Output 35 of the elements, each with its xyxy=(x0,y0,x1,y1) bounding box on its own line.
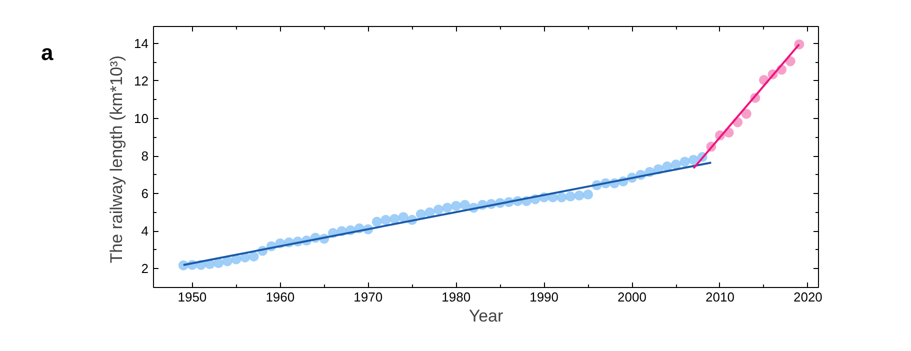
y-tick-label: 2 xyxy=(141,261,149,276)
point xyxy=(556,192,567,202)
point xyxy=(398,212,408,222)
y-tick-label: 6 xyxy=(141,186,149,202)
point xyxy=(442,202,452,213)
x-axis-title: Year xyxy=(468,306,504,326)
y-tick-label: 4 xyxy=(141,224,149,239)
x-tick-label: 1990 xyxy=(530,290,559,304)
point xyxy=(372,216,382,227)
point xyxy=(451,200,462,211)
point xyxy=(380,214,391,225)
point xyxy=(460,200,470,210)
y-tick-label: 8 xyxy=(141,148,149,164)
point xyxy=(741,108,752,119)
point xyxy=(248,252,259,262)
point xyxy=(574,190,584,200)
point xyxy=(688,154,699,165)
x-tick-label: 2010 xyxy=(706,290,734,304)
y-axis-title: The railway length (km*10³) xyxy=(107,55,126,264)
x-tick-label: 1980 xyxy=(442,290,471,304)
x-tick-label: 1970 xyxy=(354,290,383,304)
text: a xyxy=(41,39,54,67)
x-tick-label: 2000 xyxy=(618,290,646,304)
point xyxy=(390,214,400,224)
point xyxy=(565,191,576,202)
y-tick-label: 12 xyxy=(134,73,149,88)
x-tick-label: 2020 xyxy=(793,290,822,304)
y-tick-label: 14 xyxy=(134,36,149,51)
y-tick-label: 10 xyxy=(134,111,149,126)
point xyxy=(583,190,594,200)
point xyxy=(671,160,681,170)
x-tick-label: 1960 xyxy=(266,290,295,304)
point xyxy=(434,204,444,215)
x-tick-label: 1950 xyxy=(178,290,207,304)
point xyxy=(680,156,690,167)
